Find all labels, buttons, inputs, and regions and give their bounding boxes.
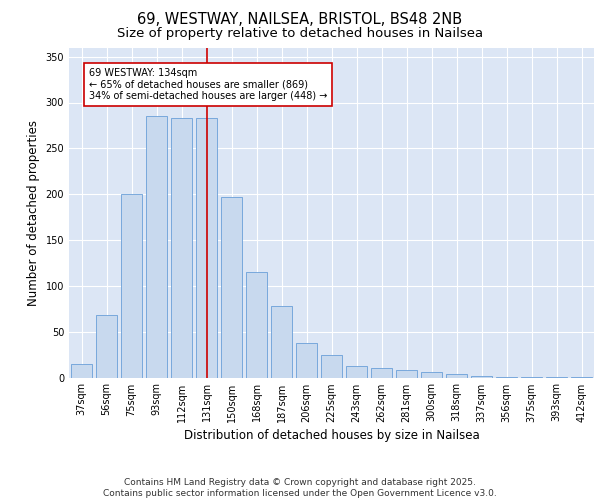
Bar — [296, 342, 317, 378]
Bar — [446, 374, 467, 378]
Text: Size of property relative to detached houses in Nailsea: Size of property relative to detached ho… — [117, 28, 483, 40]
Bar — [521, 376, 542, 378]
Y-axis label: Number of detached properties: Number of detached properties — [27, 120, 40, 306]
Bar — [246, 272, 267, 378]
Bar — [196, 118, 217, 378]
Bar — [171, 118, 192, 378]
Bar — [471, 376, 492, 378]
Text: 69, WESTWAY, NAILSEA, BRISTOL, BS48 2NB: 69, WESTWAY, NAILSEA, BRISTOL, BS48 2NB — [137, 12, 463, 28]
Bar — [421, 372, 442, 378]
Bar — [546, 376, 567, 378]
Text: 69 WESTWAY: 134sqm
← 65% of detached houses are smaller (869)
34% of semi-detach: 69 WESTWAY: 134sqm ← 65% of detached hou… — [89, 68, 328, 101]
Bar — [271, 306, 292, 378]
Bar — [221, 197, 242, 378]
Bar — [71, 364, 92, 378]
Text: Contains HM Land Registry data © Crown copyright and database right 2025.
Contai: Contains HM Land Registry data © Crown c… — [103, 478, 497, 498]
Bar — [496, 376, 517, 378]
X-axis label: Distribution of detached houses by size in Nailsea: Distribution of detached houses by size … — [184, 429, 479, 442]
Bar — [321, 354, 342, 378]
Bar — [121, 194, 142, 378]
Bar — [396, 370, 417, 378]
Bar — [346, 366, 367, 378]
Bar — [571, 376, 592, 378]
Bar — [146, 116, 167, 378]
Bar — [96, 315, 117, 378]
Bar — [371, 368, 392, 378]
